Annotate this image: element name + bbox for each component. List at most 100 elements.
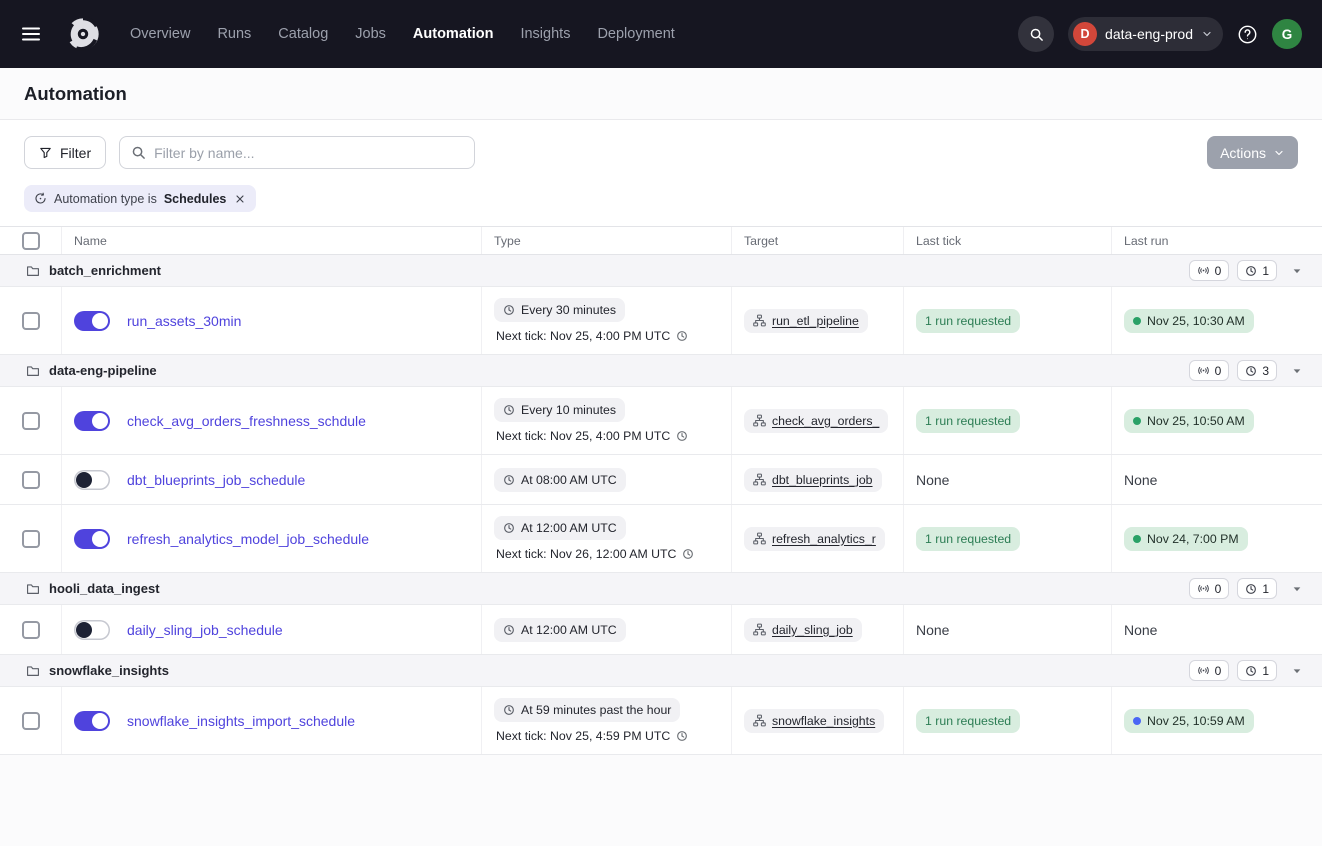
row-checkbox[interactable] xyxy=(21,470,40,489)
active-filters-row: Automation type is Schedules xyxy=(0,179,1322,226)
clock-icon xyxy=(676,430,688,442)
dagster-logo[interactable] xyxy=(64,15,102,53)
actions-button[interactable]: Actions xyxy=(1207,136,1298,169)
schedule-toggle[interactable] xyxy=(74,528,110,549)
row-checkbox[interactable] xyxy=(21,311,40,330)
group-header-hooli-data-ingest: hooli_data_ingest 0 1 xyxy=(0,573,1322,605)
collapse-group-button[interactable] xyxy=(1290,264,1304,278)
next-tick-text: Next tick: Nov 26, 12:00 AM UTC xyxy=(494,547,694,561)
clock-icon xyxy=(503,304,515,316)
schedule-name-link[interactable]: refresh_analytics_model_job_schedule xyxy=(127,530,370,547)
last-run-link[interactable]: Nov 24, 7:00 PM xyxy=(1124,526,1248,551)
nav-item-overview[interactable]: Overview xyxy=(130,26,191,42)
target-link[interactable]: dbt_blueprints_job xyxy=(744,467,882,492)
last-run-link[interactable]: Nov 25, 10:30 AM xyxy=(1124,308,1254,333)
schedule-count-badge: 3 xyxy=(1237,360,1277,381)
schedule-interval-pill: At 12:00 AM UTC xyxy=(494,516,626,540)
schedule-name-link[interactable]: snowflake_insights_import_schedule xyxy=(127,712,356,729)
schedule-interval-pill: At 59 minutes past the hour xyxy=(494,698,681,722)
filter-icon xyxy=(39,146,52,159)
row-checkbox[interactable] xyxy=(21,711,40,730)
schedule-count-badge: 1 xyxy=(1237,260,1277,281)
schedule-toggle[interactable] xyxy=(74,410,110,431)
schedule-name-link[interactable]: run_assets_30min xyxy=(127,312,242,329)
schedule-count-badge: 1 xyxy=(1237,660,1277,681)
nav-item-jobs[interactable]: Jobs xyxy=(355,26,386,42)
row-checkbox[interactable] xyxy=(21,529,40,548)
clock-icon xyxy=(503,474,515,486)
last-tick-link[interactable]: 1 run requested xyxy=(916,308,1021,333)
clock-icon xyxy=(1245,365,1257,377)
clock-icon xyxy=(503,704,515,716)
run-status-dot xyxy=(1133,416,1141,425)
filter-button[interactable]: Filter xyxy=(24,136,107,169)
collapse-group-button[interactable] xyxy=(1290,582,1304,596)
schedule-toggle[interactable] xyxy=(74,310,110,331)
folder-icon xyxy=(26,264,40,278)
target-link[interactable]: run_etl_pipeline xyxy=(744,308,868,333)
nav-item-deployment[interactable]: Deployment xyxy=(597,26,675,42)
target-link[interactable]: snowflake_insights xyxy=(744,708,885,733)
actions-button-label: Actions xyxy=(1220,144,1266,161)
group-name: batch_enrichment xyxy=(49,263,161,278)
schedule-interval-pill: Every 30 minutes xyxy=(494,298,626,322)
schedule-name-link[interactable]: dbt_blueprints_job_schedule xyxy=(127,471,306,488)
name-filter-input[interactable] xyxy=(154,144,464,161)
schedule-toggle[interactable] xyxy=(74,619,110,640)
search-icon xyxy=(1029,27,1044,42)
nav-item-runs[interactable]: Runs xyxy=(217,26,252,42)
clock-icon xyxy=(503,624,515,636)
target-link[interactable]: refresh_analytics_r xyxy=(744,526,885,551)
column-header-last-tick: Last tick xyxy=(904,227,1112,254)
clock-icon xyxy=(1245,265,1257,277)
help-icon[interactable] xyxy=(1237,24,1258,45)
target-link[interactable]: check_avg_orders_ xyxy=(744,408,889,433)
schedule-interval-pill: Every 10 minutes xyxy=(494,398,626,422)
row-checkbox[interactable] xyxy=(21,411,40,430)
collapse-group-button[interactable] xyxy=(1290,364,1304,378)
schedule-toggle[interactable] xyxy=(74,710,110,731)
sensor-icon xyxy=(1197,582,1210,595)
sensor-count-badge: 0 xyxy=(1188,578,1230,599)
schedule-toggle[interactable] xyxy=(74,469,110,490)
select-all-checkbox[interactable] xyxy=(21,231,40,250)
nav-item-insights[interactable]: Insights xyxy=(520,26,571,42)
last-tick-link[interactable]: 1 run requested xyxy=(916,708,1021,733)
sensor-icon xyxy=(1197,364,1210,377)
target-link[interactable]: daily_sling_job xyxy=(744,617,862,642)
job-icon xyxy=(753,532,766,545)
next-tick-text: Next tick: Nov 25, 4:00 PM UTC xyxy=(494,429,688,443)
job-icon xyxy=(753,714,766,727)
filter-tag-prefix: Automation type is xyxy=(54,191,157,206)
last-run-link[interactable]: Nov 25, 10:59 AM xyxy=(1124,708,1254,733)
automation-row: check_avg_orders_freshness_schdule Every … xyxy=(0,387,1322,455)
folder-icon xyxy=(26,582,40,596)
hamburger-menu-icon[interactable] xyxy=(20,23,42,45)
group-header-data-eng-pipeline: data-eng-pipeline 0 3 xyxy=(0,355,1322,387)
automation-row: snowflake_insights_import_schedule At 59 … xyxy=(0,687,1322,755)
nav-item-catalog[interactable]: Catalog xyxy=(278,26,329,42)
nav-item-automation[interactable]: Automation xyxy=(412,26,494,42)
deployment-switcher[interactable]: D data-eng-prod xyxy=(1068,17,1223,51)
close-icon[interactable] xyxy=(234,193,246,205)
last-run-link[interactable]: Nov 25, 10:50 AM xyxy=(1124,408,1254,433)
schedule-name-link[interactable]: check_avg_orders_freshness_schdule xyxy=(127,412,366,429)
collapse-group-button[interactable] xyxy=(1290,664,1304,678)
table-body: batch_enrichment 0 1 run_assets_30min Every … xyxy=(0,255,1322,755)
folder-icon xyxy=(26,364,40,378)
schedule-name-link[interactable]: daily_sling_job_schedule xyxy=(127,621,283,638)
user-avatar[interactable]: G xyxy=(1272,19,1302,49)
global-search-button[interactable] xyxy=(1018,16,1055,52)
nav-items: Overview Runs Catalog Jobs Automation Insight… xyxy=(130,26,675,42)
sensor-count-badge: 0 xyxy=(1188,260,1230,281)
bottom-filler xyxy=(0,755,1322,846)
last-tick-none: None xyxy=(916,621,950,638)
group-name: snowflake_insights xyxy=(49,663,169,678)
row-checkbox[interactable] xyxy=(21,620,40,639)
schedule-count-badge: 1 xyxy=(1237,578,1277,599)
last-run-none: None xyxy=(1124,471,1158,488)
name-filter-box xyxy=(119,136,476,169)
last-tick-link[interactable]: 1 run requested xyxy=(916,408,1021,433)
last-tick-link[interactable]: 1 run requested xyxy=(916,526,1021,551)
next-tick-text: Next tick: Nov 25, 4:00 PM UTC xyxy=(494,329,688,343)
